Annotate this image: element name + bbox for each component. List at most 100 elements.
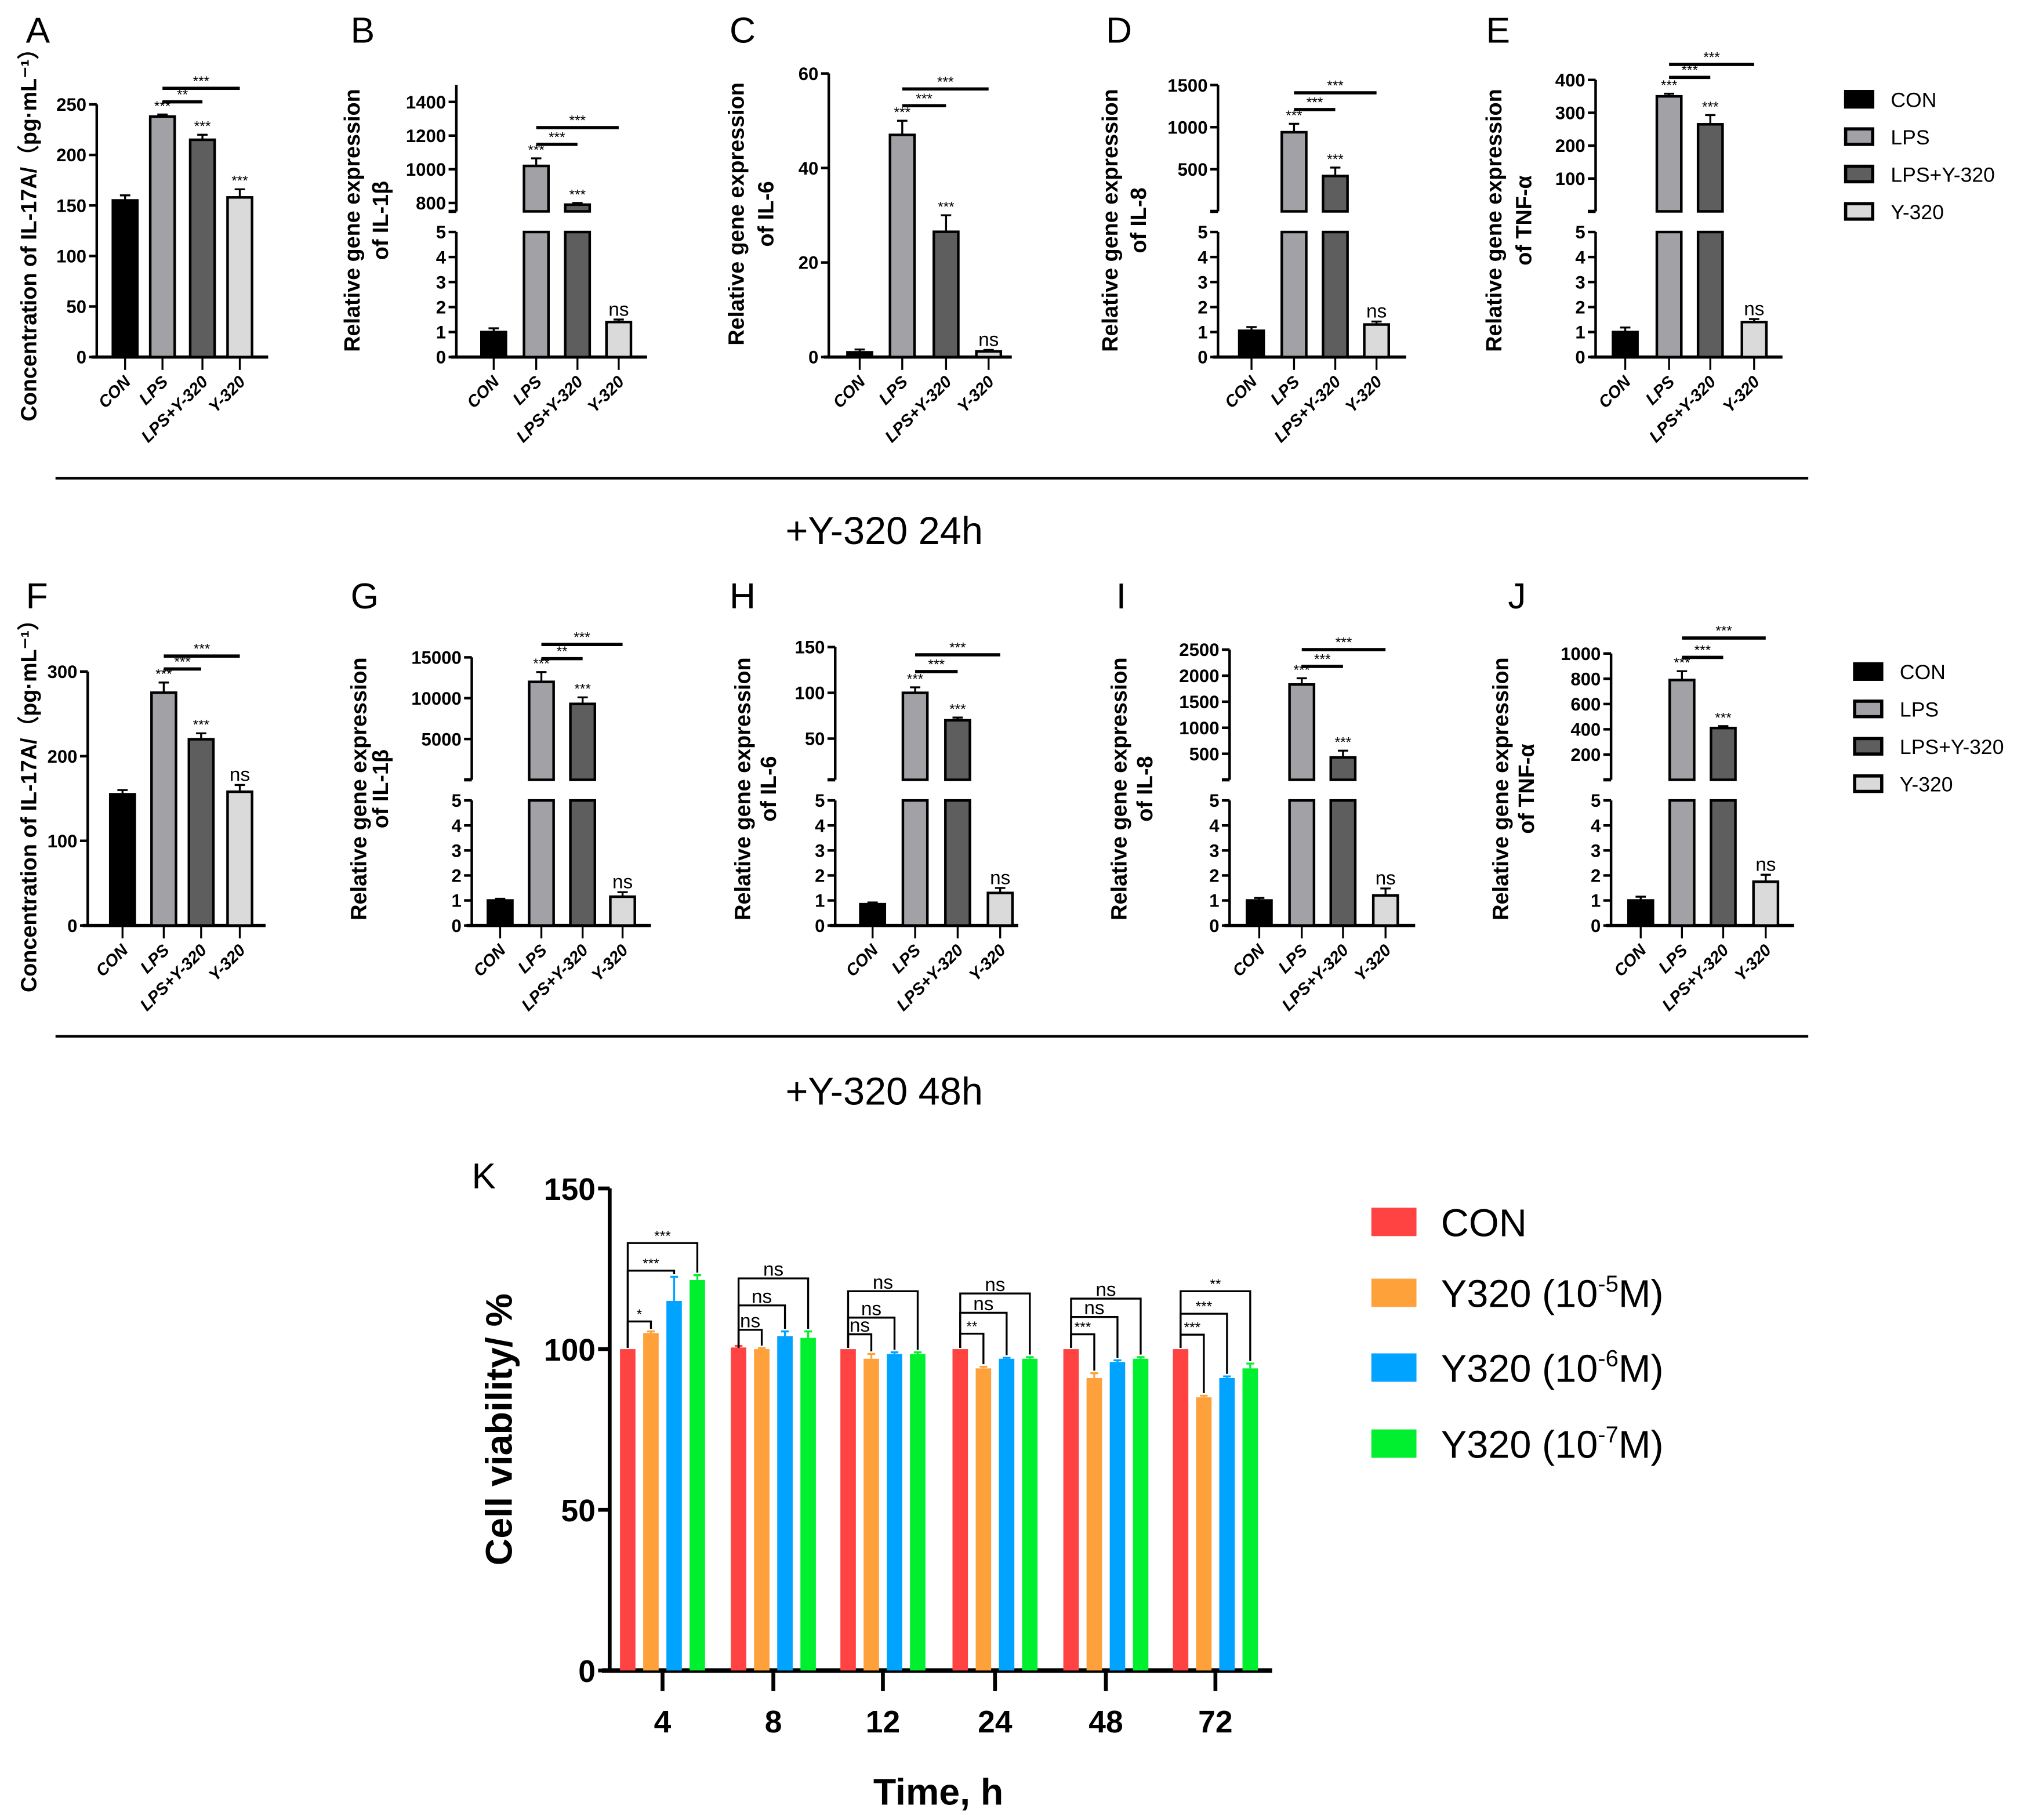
comparison-label: *** <box>1314 652 1331 668</box>
y-axis-label: of IL-8 <box>1133 756 1158 821</box>
y-tick-label: 200 <box>1570 745 1601 765</box>
legend-swatch-k-2 <box>1371 1353 1417 1382</box>
bar-a-3 <box>226 196 253 358</box>
y-tick-label: 300 <box>48 662 78 682</box>
y-tick-label: 3 <box>1198 272 1207 292</box>
y-tick-label: 2 <box>436 297 446 317</box>
comparison-label: *** <box>1327 78 1344 94</box>
comparison-label: *** <box>654 1228 671 1244</box>
bar-j-2-lower <box>1710 799 1737 927</box>
legend-label-k: Y320 (10-6M) <box>1441 1346 1664 1391</box>
y-tick-label: 5 <box>815 791 825 811</box>
comparison-label: *** <box>643 1256 659 1271</box>
comparison-bracket <box>1070 1297 1142 1355</box>
bar-c-3 <box>975 350 1003 358</box>
y-tick-label: 600 <box>1570 694 1601 715</box>
comparison-bracket <box>626 1242 699 1348</box>
y-tick-label: 0 <box>1198 347 1207 368</box>
bar-h-3 <box>986 891 1014 927</box>
bar-f-2 <box>187 738 215 927</box>
comparison-label: *** <box>549 129 565 145</box>
y-axis-label: Relative gene expression <box>347 657 371 920</box>
bar-e-2-lower <box>1696 230 1724 358</box>
y-tick-label: 4 <box>1209 815 1220 836</box>
bar-k-12h-series2 <box>887 1354 902 1671</box>
bar-g-2-lower <box>569 799 597 927</box>
y-tick-label: 5 <box>1591 791 1601 811</box>
bar-k-8h-series1 <box>754 1349 770 1671</box>
legend-label: CON <box>1900 661 1946 684</box>
comparison-label: *** <box>1075 1319 1091 1335</box>
comparison-label: *** <box>1307 95 1323 110</box>
y-tick-label: 2 <box>815 866 825 886</box>
comparison-label: ns <box>973 1293 993 1315</box>
panel-a <box>89 86 269 370</box>
y-tick-label: 1000 <box>1561 644 1601 664</box>
bar-i-1-upper <box>1288 683 1316 781</box>
y-tick-label: 100 <box>48 831 78 851</box>
bar-k-24h-series0 <box>952 1349 968 1671</box>
y-tick-label: 2 <box>1575 297 1585 317</box>
y-tick-label: 50 <box>805 729 825 749</box>
legend-text-tail: M) <box>1619 1272 1664 1315</box>
y-tick-label: 0 <box>808 347 818 368</box>
comparison-label: ns <box>752 1286 772 1307</box>
comparison-bracket <box>737 1277 810 1348</box>
y-tick-label: 200 <box>56 145 86 165</box>
significance-label: *** <box>154 99 171 114</box>
panel-h <box>827 646 1018 938</box>
bar-f-1 <box>150 691 177 927</box>
comparison-label: *** <box>1336 635 1352 651</box>
bar-j-1-upper <box>1668 679 1696 781</box>
y-tick-label: 1000 <box>1179 718 1219 738</box>
y-tick-label: 5 <box>1575 222 1585 242</box>
y-tick-label: 2500 <box>1179 640 1219 660</box>
comparison-label: ns <box>850 1315 870 1336</box>
x-tick-label: 4 <box>654 1705 672 1739</box>
bar-k-4h-series3 <box>690 1279 705 1671</box>
significance-label: *** <box>155 666 172 682</box>
bar-f-0 <box>108 793 136 927</box>
y-tick-label: 3 <box>815 840 825 861</box>
y-tick-label: 0 <box>815 916 825 936</box>
y-tick-label: 150 <box>795 637 825 658</box>
legend-swatch-lps+y-320 <box>1844 164 1875 184</box>
bar-h-2-upper <box>944 719 971 781</box>
comparison-label: ** <box>1210 1277 1221 1292</box>
bar-b-3 <box>605 321 633 358</box>
y-tick-label: 1 <box>1575 322 1585 343</box>
legend-swatch-y-320 <box>1844 202 1875 221</box>
comparison-label: *** <box>916 91 933 107</box>
y-tick-label: 1500 <box>1167 75 1207 96</box>
y-tick-label: 150 <box>56 195 86 216</box>
significance-label: *** <box>1335 735 1352 751</box>
bar-j-2-upper <box>1710 727 1737 781</box>
bar-b-1-lower <box>523 230 550 358</box>
comparison-label: ns <box>763 1259 783 1281</box>
row2-caption: +Y-320 48h <box>785 1071 982 1114</box>
comparison-label: ** <box>177 87 188 103</box>
comparison-label: *** <box>937 74 954 90</box>
bar-j-0 <box>1627 899 1654 927</box>
comparison-label: *** <box>569 113 586 129</box>
bar-k-8h-series0 <box>731 1347 746 1671</box>
bar-k-8h-series3 <box>800 1337 816 1671</box>
y-tick-label: 15000 <box>411 648 462 668</box>
significance-label: *** <box>949 702 966 717</box>
bar-a-2 <box>188 138 216 358</box>
y-axis-label: Relative gene expression <box>1108 657 1132 920</box>
y-tick-label: 0 <box>1575 347 1585 368</box>
y-tick-label: 60 <box>799 64 819 84</box>
y-tick-label: 0 <box>67 916 77 936</box>
bar-e-1-lower <box>1655 230 1683 358</box>
bar-k-72h-series1 <box>1196 1397 1212 1671</box>
y-tick-label: 1 <box>1209 891 1219 911</box>
bar-g-1-upper <box>528 680 555 781</box>
bar-c-1 <box>888 133 916 358</box>
y-tick-label: 1200 <box>406 126 446 146</box>
significance-label: *** <box>194 119 211 135</box>
significance-label: *** <box>193 717 210 733</box>
panel-d <box>1210 84 1406 370</box>
